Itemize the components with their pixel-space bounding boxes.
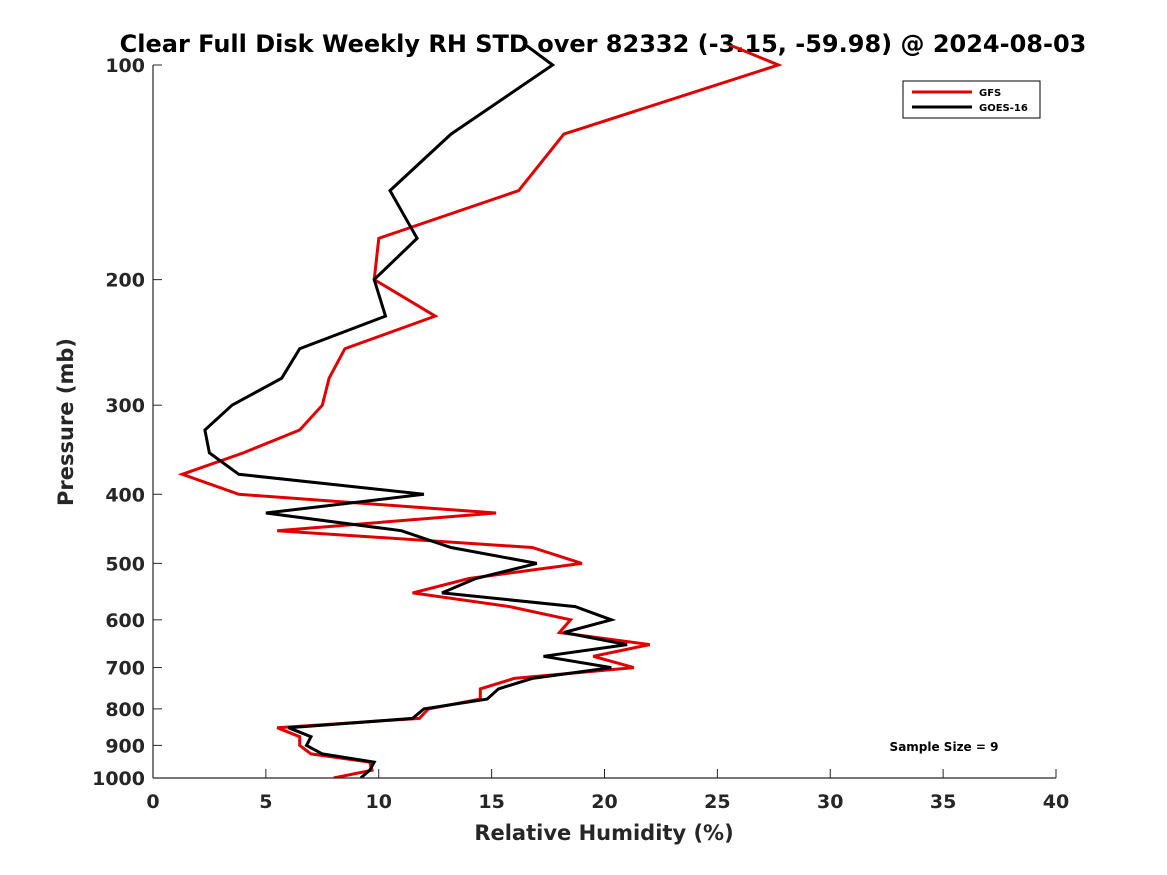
y-tick-label: 700 — [105, 658, 145, 680]
series-layer — [177, 45, 783, 778]
y-tick-label: 500 — [105, 553, 145, 575]
axis-layer: 0 5 10 15 20 25 30 35 40 100 200 300 400 500 600 700 800… — [92, 55, 1069, 813]
series-line-goes16 — [203, 45, 628, 778]
x-tick-label: 20 — [591, 791, 617, 813]
y-tick-label: 600 — [105, 610, 145, 632]
y-tick-label: 300 — [105, 395, 145, 417]
x-tick-label: 5 — [259, 791, 272, 813]
y-axis-label: Pressure (mb) — [54, 338, 78, 506]
x-tick-label: 40 — [1043, 791, 1069, 813]
x-tick-label: 0 — [146, 791, 159, 813]
y-tick-label: 100 — [105, 55, 145, 77]
x-tick-label: 30 — [817, 791, 843, 813]
legend-box — [902, 80, 1041, 119]
x-tick-label: 15 — [478, 791, 504, 813]
x-axis-label: Relative Humidity (%) — [474, 821, 733, 845]
y-tick-label: 900 — [105, 735, 145, 757]
sample-size-annotation: Sample Size = 9 — [890, 740, 999, 754]
y-tick-label: 1000 — [92, 768, 145, 790]
chart-title: Clear Full Disk Weekly RH STD over 82332… — [120, 30, 1087, 58]
legend-label-goes16: GOES-16 — [979, 103, 1028, 114]
x-tick-label: 25 — [704, 791, 730, 813]
y-tick-label: 400 — [105, 484, 145, 506]
y-tick-label: 200 — [105, 270, 145, 292]
x-tick-label: 35 — [930, 791, 956, 813]
legend: GFS GOES-16 — [902, 80, 1041, 119]
x-tick-label: 10 — [366, 791, 392, 813]
legend-label-gfs: GFS — [979, 88, 1001, 99]
y-tick-label: 800 — [105, 699, 145, 721]
